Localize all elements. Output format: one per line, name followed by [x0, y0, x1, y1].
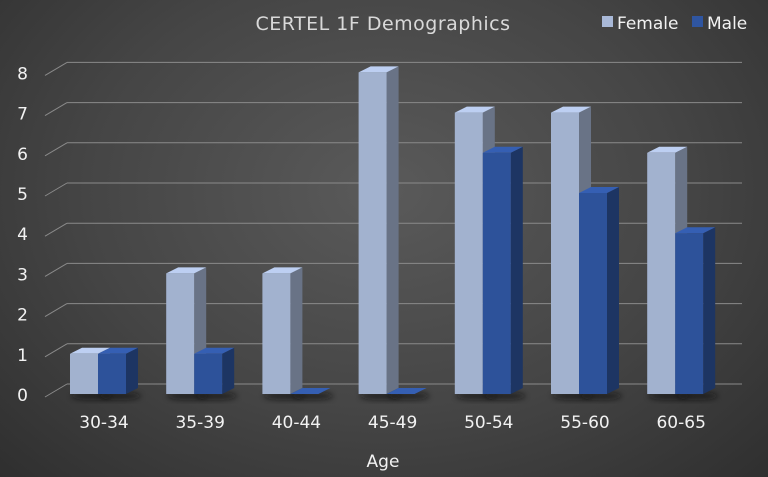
legend-swatch: [692, 16, 703, 27]
gridline-diagonal: [44, 142, 68, 157]
bar-male-40-44: [290, 388, 331, 394]
bar-male-30-34: [98, 347, 138, 394]
legend-item-female: Female: [602, 14, 678, 34]
y-tick-label: 0: [17, 386, 28, 406]
x-tick-label: 40-44: [272, 413, 321, 433]
y-tick-label: 6: [17, 145, 28, 165]
gridline-diagonal: [44, 222, 68, 237]
x-tick-label: 50-54: [464, 413, 513, 433]
y-tick-label: 5: [17, 185, 28, 205]
gridline-diagonal: [44, 343, 68, 358]
bar-male-45-49: [386, 388, 427, 394]
x-axis-label: Age: [367, 452, 400, 472]
legend-swatch: [602, 16, 613, 27]
y-tick-label: 3: [17, 265, 28, 285]
legend: Female Male: [602, 14, 747, 34]
legend-item-male: Male: [692, 14, 747, 34]
x-tick-label: 35-39: [175, 413, 224, 433]
y-tick-label: 7: [17, 105, 28, 125]
gridline-diagonal: [44, 102, 68, 117]
gridline-diagonal: [44, 303, 68, 318]
x-tick-label: 60-65: [656, 413, 705, 433]
gridline-diagonal: [44, 61, 68, 76]
gridline-diagonal: [44, 262, 68, 277]
x-axis-ticks: 30-34 35-39 40-44 45-49 50-54 55-60 60-65: [79, 413, 706, 433]
bar-female-40-44: [262, 267, 303, 394]
x-tick-label: 30-34: [79, 413, 128, 433]
y-tick-label: 4: [17, 225, 28, 245]
legend-label: Female: [617, 14, 678, 34]
chart-title: CERTEL 1F Demographics: [255, 13, 510, 35]
x-tick-label: 45-49: [368, 413, 417, 433]
y-tick-label: 8: [17, 64, 28, 84]
y-axis-ticks: 0 1 2 3 4 5 6 7 8: [17, 64, 28, 406]
bar-female-45-49: [358, 66, 399, 395]
bar-male-55-60: [579, 187, 619, 394]
bar-male-35-39: [194, 347, 235, 394]
bar-male-50-54: [482, 146, 523, 394]
gridline-diagonal: [44, 182, 68, 197]
bar-male-60-65: [675, 227, 716, 394]
gridline-diagonal: [44, 383, 68, 398]
y-tick-label: 1: [17, 346, 28, 366]
bars: [70, 66, 716, 395]
y-tick-label: 2: [17, 306, 28, 326]
legend-label: Male: [707, 14, 747, 34]
x-tick-label: 55-60: [560, 413, 609, 433]
